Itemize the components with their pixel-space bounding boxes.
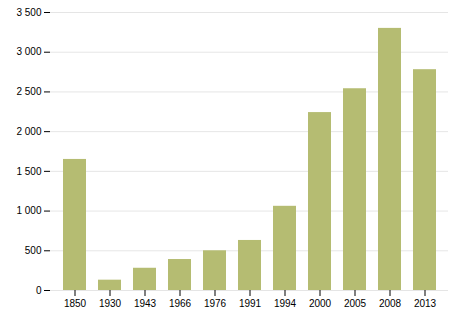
svg-text:1850: 1850 [64, 298, 87, 309]
svg-text:1930: 1930 [99, 298, 122, 309]
svg-text:2005: 2005 [344, 298, 367, 309]
svg-text:2000: 2000 [309, 298, 332, 309]
svg-text:1943: 1943 [134, 298, 157, 309]
svg-text:1976: 1976 [204, 298, 227, 309]
svg-text:2 500: 2 500 [16, 86, 41, 97]
svg-text:0: 0 [36, 285, 42, 296]
svg-text:3 000: 3 000 [16, 46, 41, 57]
svg-text:1 000: 1 000 [16, 205, 41, 216]
svg-text:1966: 1966 [169, 298, 192, 309]
svg-text:500: 500 [25, 245, 42, 256]
svg-text:1994: 1994 [274, 298, 297, 309]
svg-text:2 000: 2 000 [16, 126, 41, 137]
svg-text:2008: 2008 [379, 298, 402, 309]
svg-text:3 500: 3 500 [16, 7, 41, 18]
svg-text:2013: 2013 [414, 298, 437, 309]
svg-text:1 500: 1 500 [16, 166, 41, 177]
svg-text:1991: 1991 [239, 298, 262, 309]
